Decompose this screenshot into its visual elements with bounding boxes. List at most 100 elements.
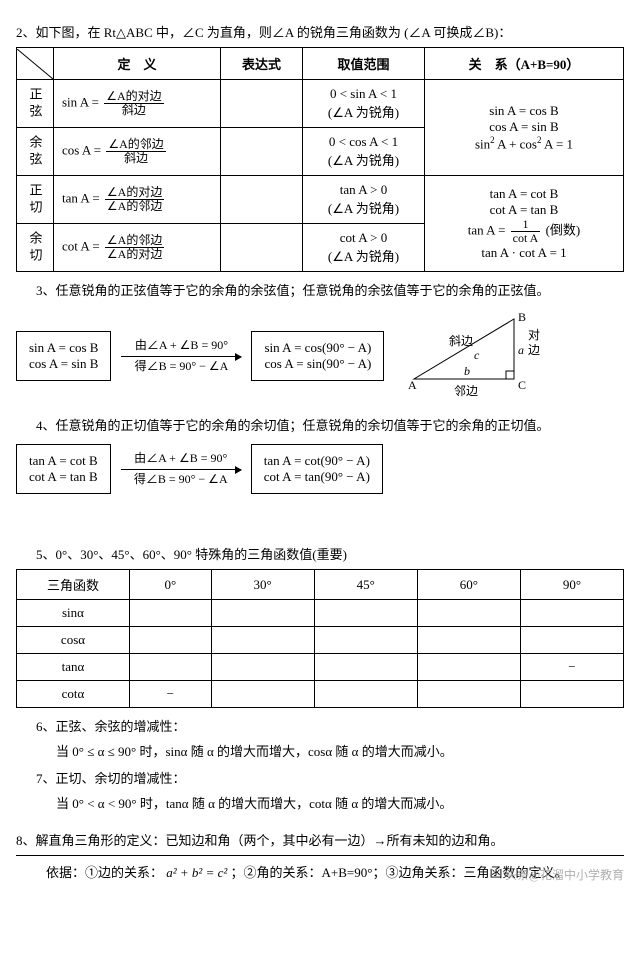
tan-den: ∠A的邻边 bbox=[105, 200, 164, 213]
tri-opp1: 对 bbox=[528, 328, 540, 342]
row-cot-def: cot A = ∠A的邻边∠A的对边 bbox=[54, 224, 221, 272]
sin-num: ∠A的对边 bbox=[104, 90, 163, 104]
row-cot-name: 余切 bbox=[17, 224, 54, 272]
sp-hdr-30: 30° bbox=[211, 570, 314, 600]
cot-range2: (∠A 为锐角) bbox=[311, 246, 416, 265]
s4at: 由∠A + ∠B = 90° bbox=[121, 451, 241, 467]
sec3-box1: sin A = cos B cos A = sin B bbox=[16, 331, 111, 381]
tancot-rel: tan A = cot B cot A = tan B tan A = 1cot… bbox=[425, 176, 624, 272]
tan-range1: tan A > 0 bbox=[311, 182, 416, 198]
trel-frac: tan A = 1cot A (倒数) bbox=[433, 218, 615, 245]
divider bbox=[16, 855, 624, 856]
s3b1l1: sin A = cos B bbox=[29, 340, 98, 356]
cot-range1: cot A > 0 bbox=[311, 230, 416, 246]
sec8-title: 8、解直角三角形的定义：已知边和角（两个，其中必有一边）→所有未知的边和角。 bbox=[16, 830, 624, 849]
rel-l3: sin2 A + cos2 A = 1 bbox=[433, 135, 615, 152]
row-tan-name: 正切 bbox=[17, 176, 54, 224]
row-tan-range: tan A > 0 (∠A 为锐角) bbox=[303, 176, 425, 224]
s8-pre: 依据：①边的关系： bbox=[46, 865, 163, 880]
hdr-range: 取值范围 bbox=[303, 48, 425, 80]
trig-def-table: 定 义 表达式 取值范围 关 系（A+B=90） 正弦 sin A = ∠A的对… bbox=[16, 47, 624, 272]
sp-cot: cotα bbox=[17, 681, 130, 708]
s4b1l2: cot A = tan B bbox=[29, 469, 98, 485]
cos-lhs: cos A = bbox=[62, 142, 101, 157]
trel-l2: cot A = tan B bbox=[433, 202, 615, 218]
trel-note: (倒数) bbox=[546, 222, 581, 237]
sec6-body: 当 0° ≤ α ≤ 90° 时，sinα 随 α 的增大而增大，cosα 随 … bbox=[56, 741, 624, 760]
cos-range2: (∠A 为锐角) bbox=[311, 150, 416, 169]
s8-eq: a² + b² = c² bbox=[166, 865, 227, 880]
sec4-box1: tan A = cot B cot A = tan B bbox=[16, 444, 111, 494]
watermark: 头条@花溜中小学教育 bbox=[505, 866, 624, 883]
tri-a: a bbox=[518, 343, 524, 357]
trel-l4: tan A · cot A = 1 bbox=[433, 245, 615, 261]
sec8-basis: 依据：①边的关系： a² + b² = c² ；②角的关系：A+B=90°；③边… bbox=[46, 862, 624, 881]
tri-b: b bbox=[464, 364, 470, 378]
hdr-rel: 关 系（A+B=90） bbox=[425, 48, 624, 80]
sin-den: 斜边 bbox=[104, 104, 163, 117]
sp-tan: tanα bbox=[17, 654, 130, 681]
cos-den: 斜边 bbox=[106, 152, 165, 165]
trel-lhs: tan A = bbox=[468, 222, 506, 237]
trel-l1: tan A = cot B bbox=[433, 186, 615, 202]
sp-hdr-func: 三角函数 bbox=[17, 570, 130, 600]
row-cos-def: cos A = ∠A的邻边斜边 bbox=[54, 128, 221, 176]
s4b1l1: tan A = cot B bbox=[29, 453, 98, 469]
hdr-def: 定 义 bbox=[54, 48, 221, 80]
sin-range1: 0 < sin A < 1 bbox=[311, 86, 416, 102]
rel-l2: cos A = sin B bbox=[433, 119, 615, 135]
sp-cos: cosα bbox=[17, 627, 130, 654]
sec7-body: 当 0° < α < 90° 时，tanα 随 α 的增大而增大，cotα 随 … bbox=[56, 793, 624, 812]
sp-hdr-90: 90° bbox=[520, 570, 623, 600]
tri-adj: 邻边 bbox=[454, 384, 478, 398]
row-sin-name: 正弦 bbox=[17, 80, 54, 128]
tri-B: B bbox=[518, 310, 526, 324]
s4ab: 得∠B = 90° − ∠A bbox=[121, 472, 241, 488]
s4b2l2: cot A = tan(90° − A) bbox=[264, 469, 370, 485]
sincos-rel: sin A = cos B cos A = sin B sin2 A + cos… bbox=[425, 80, 624, 176]
tri-C: C bbox=[518, 378, 526, 392]
special-angle-table: 三角函数 0° 30° 45° 60° 90° sinα cosα tanα −… bbox=[16, 569, 624, 708]
sec3-arrow: 由∠A + ∠B = 90° 得∠B = 90° − ∠A bbox=[121, 338, 241, 374]
tan-num: ∠A的对边 bbox=[105, 186, 164, 200]
sec6-title: 6、正弦、余弦的增减性： bbox=[36, 716, 624, 735]
s3b1l2: cos A = sin B bbox=[29, 356, 98, 372]
tri-hyp: 斜边 bbox=[449, 334, 473, 348]
triangle-diagram: A B C 斜边 c a 对 边 b 邻边 bbox=[394, 309, 544, 403]
sec7-title: 7、正切、余切的增减性： bbox=[36, 768, 624, 787]
row-sin-range: 0 < sin A < 1 (∠A 为锐角) bbox=[303, 80, 425, 128]
row-cot-range: cot A > 0 (∠A 为锐角) bbox=[303, 224, 425, 272]
row-cos-name: 余弦 bbox=[17, 128, 54, 176]
tan-lhs: tan A = bbox=[62, 190, 100, 205]
sec4-title: 4、任意锐角的正切值等于它的余角的余切值；任意锐角的余切值等于它的余角的正切值。 bbox=[36, 415, 624, 434]
tri-opp2: 边 bbox=[528, 343, 540, 357]
tri-c: c bbox=[474, 348, 480, 362]
sin-range2: (∠A 为锐角) bbox=[311, 102, 416, 121]
row-cos-range: 0 < cos A < 1 (∠A 为锐角) bbox=[303, 128, 425, 176]
sp-tan-90: − bbox=[520, 654, 623, 681]
s3b2l1: sin A = cos(90° − A) bbox=[264, 340, 371, 356]
hdr-expr: 表达式 bbox=[221, 48, 303, 80]
rel-l1: sin A = cos B bbox=[433, 103, 615, 119]
tri-A: A bbox=[408, 378, 417, 392]
cot-den: ∠A的对边 bbox=[105, 248, 164, 261]
s3b2l2: cos A = sin(90° − A) bbox=[264, 356, 371, 372]
sec4-arrow: 由∠A + ∠B = 90° 得∠B = 90° − ∠A bbox=[121, 451, 241, 487]
s4b2l1: tan A = cot(90° − A) bbox=[264, 453, 370, 469]
row-cos-expr bbox=[221, 128, 303, 176]
sp-hdr-0: 0° bbox=[130, 570, 212, 600]
rel3-post: A = 1 bbox=[542, 136, 574, 151]
sp-hdr-60: 60° bbox=[417, 570, 520, 600]
cos-range1: 0 < cos A < 1 bbox=[311, 134, 416, 150]
trel-num: 1 bbox=[511, 218, 541, 232]
row-tan-expr bbox=[221, 176, 303, 224]
cot-lhs: cot A = bbox=[62, 238, 100, 253]
cos-num: ∠A的邻边 bbox=[106, 138, 165, 152]
cot-num: ∠A的邻边 bbox=[105, 234, 164, 248]
rel3-pre: sin bbox=[475, 136, 490, 151]
sec4-box2: tan A = cot(90° − A) cot A = tan(90° − A… bbox=[251, 444, 383, 494]
sec2-title: 2、如下图，在 Rt△ABC 中，∠C 为直角，则∠A 的锐角三角函数为 (∠A… bbox=[16, 22, 624, 41]
tan-range2: (∠A 为锐角) bbox=[311, 198, 416, 217]
s3ab: 得∠B = 90° − ∠A bbox=[121, 359, 241, 375]
sin-lhs: sin A = bbox=[62, 94, 99, 109]
